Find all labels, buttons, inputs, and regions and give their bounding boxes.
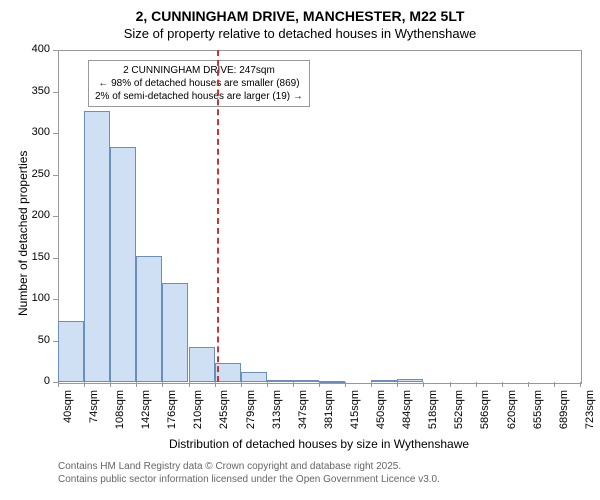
histogram-bar — [241, 372, 267, 382]
x-tick-label: 381sqm — [323, 390, 335, 429]
x-tick-label: 689sqm — [558, 390, 570, 429]
x-tick-label: 620sqm — [506, 390, 518, 429]
x-tick-mark — [554, 382, 555, 387]
x-axis-label: Distribution of detached houses by size … — [58, 437, 580, 451]
x-tick-label: 142sqm — [140, 390, 152, 429]
x-tick-mark — [58, 382, 59, 387]
x-tick-label: 347sqm — [297, 390, 309, 429]
x-tick-mark — [450, 382, 451, 387]
y-tick-label: 200 — [32, 209, 50, 221]
annotation-line3: 2% of semi-detached houses are larger (1… — [95, 90, 303, 103]
y-tick-mark — [53, 175, 58, 176]
x-tick-mark — [189, 382, 190, 387]
x-tick-label: 108sqm — [114, 390, 126, 429]
y-axis-label: Number of detached properties — [16, 151, 30, 316]
y-tick-mark — [53, 216, 58, 217]
y-tick-mark — [53, 92, 58, 93]
y-tick-mark — [53, 299, 58, 300]
y-tick-label: 250 — [32, 168, 50, 180]
x-tick-mark — [110, 382, 111, 387]
histogram-bar — [84, 111, 110, 382]
x-tick-label: 450sqm — [375, 390, 387, 429]
x-tick-label: 176sqm — [166, 390, 178, 429]
y-tick-mark — [53, 50, 58, 51]
x-tick-label: 723sqm — [584, 390, 596, 429]
x-tick-label: 245sqm — [219, 390, 231, 429]
y-tick-mark — [53, 258, 58, 259]
x-tick-mark — [293, 382, 294, 387]
histogram-bar — [58, 321, 84, 382]
histogram-bar — [371, 380, 397, 382]
x-tick-label: 484sqm — [401, 390, 413, 429]
y-tick-label: 100 — [32, 292, 50, 304]
x-tick-mark — [397, 382, 398, 387]
chart-subtitle: Size of property relative to detached ho… — [0, 24, 600, 41]
histogram-bar — [397, 379, 423, 382]
x-tick-label: 279sqm — [245, 390, 257, 429]
reference-line — [217, 50, 219, 382]
x-tick-mark — [84, 382, 85, 387]
histogram-bar — [189, 347, 215, 382]
footer-line2: Contains public sector information licen… — [58, 473, 440, 486]
histogram-bar — [319, 381, 345, 383]
annotation-line2: ← 98% of detached houses are smaller (86… — [95, 77, 303, 90]
x-tick-mark — [528, 382, 529, 387]
x-tick-mark — [423, 382, 424, 387]
x-tick-mark — [215, 382, 216, 387]
y-tick-label: 0 — [44, 375, 50, 387]
histogram-bar — [293, 380, 319, 382]
x-tick-label: 586sqm — [480, 390, 492, 429]
chart-title: 2, CUNNINGHAM DRIVE, MANCHESTER, M22 5LT — [0, 0, 600, 24]
x-tick-mark — [345, 382, 346, 387]
histogram-bar — [136, 256, 162, 382]
x-tick-label: 210sqm — [193, 390, 205, 429]
chart-container: 2, CUNNINGHAM DRIVE, MANCHESTER, M22 5LT… — [0, 0, 600, 500]
histogram-bar — [162, 283, 188, 382]
x-tick-label: 74sqm — [88, 390, 100, 423]
x-tick-label: 655sqm — [532, 390, 544, 429]
x-tick-label: 415sqm — [349, 390, 361, 429]
y-tick-label: 400 — [32, 43, 50, 55]
y-tick-label: 50 — [38, 334, 50, 346]
footer-attribution: Contains HM Land Registry data © Crown c… — [58, 460, 440, 486]
x-tick-mark — [136, 382, 137, 387]
x-tick-mark — [580, 382, 581, 387]
histogram-bar — [267, 380, 293, 382]
x-tick-mark — [162, 382, 163, 387]
x-tick-label: 40sqm — [62, 390, 74, 423]
x-tick-mark — [502, 382, 503, 387]
annotation-box: 2 CUNNINGHAM DRIVE: 247sqm ← 98% of deta… — [88, 60, 310, 107]
y-tick-label: 150 — [32, 251, 50, 263]
x-tick-mark — [371, 382, 372, 387]
x-tick-label: 313sqm — [271, 390, 283, 429]
x-tick-label: 518sqm — [427, 390, 439, 429]
y-tick-mark — [53, 133, 58, 134]
footer-line1: Contains HM Land Registry data © Crown c… — [58, 460, 440, 473]
x-tick-mark — [241, 382, 242, 387]
x-tick-mark — [267, 382, 268, 387]
histogram-bar — [110, 147, 136, 382]
x-tick-label: 552sqm — [454, 390, 466, 429]
annotation-line1: 2 CUNNINGHAM DRIVE: 247sqm — [95, 64, 303, 77]
y-tick-label: 350 — [32, 85, 50, 97]
x-tick-mark — [476, 382, 477, 387]
y-tick-label: 300 — [32, 126, 50, 138]
